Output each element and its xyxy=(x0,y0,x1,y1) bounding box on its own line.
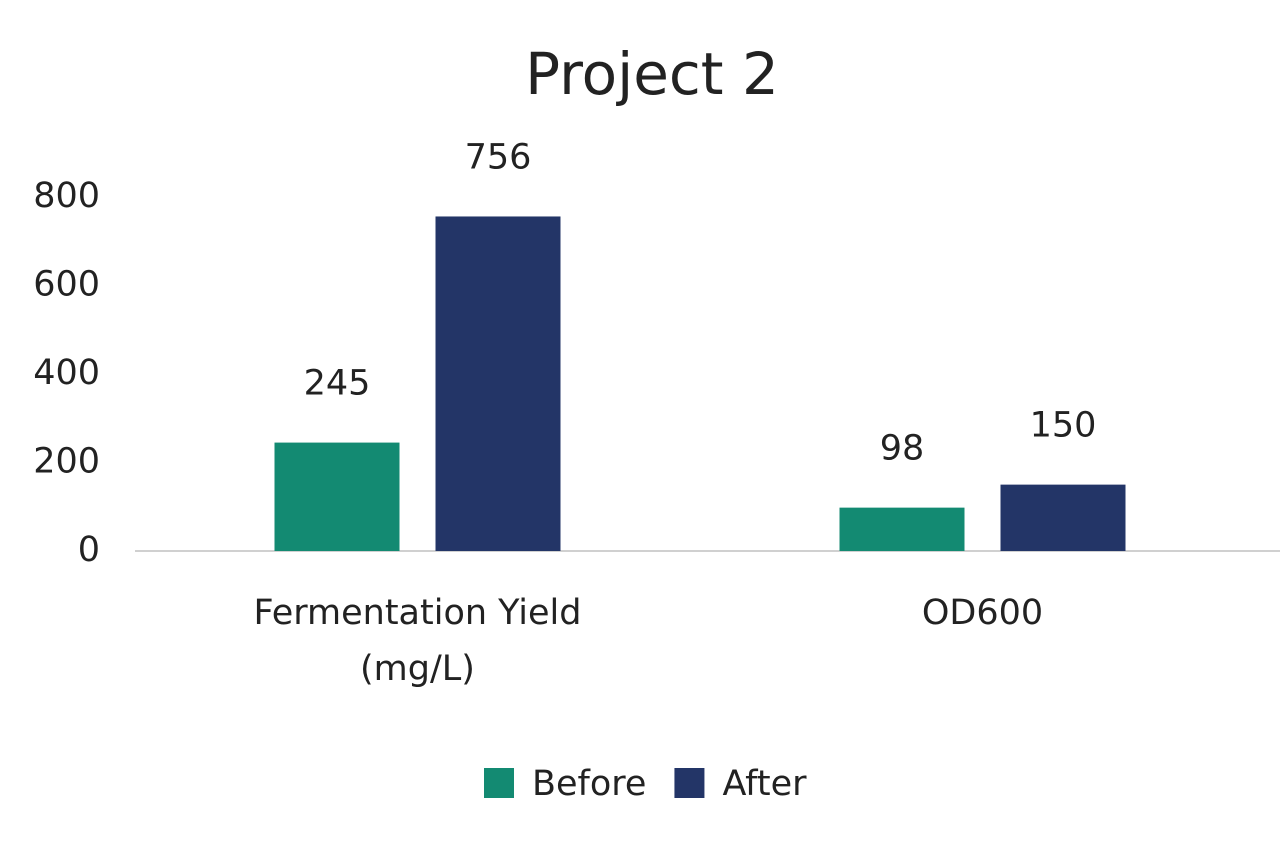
legend-swatch xyxy=(484,768,514,798)
value-label: 245 xyxy=(304,364,371,404)
bar xyxy=(839,507,965,551)
y-tick-label: 400 xyxy=(33,353,100,393)
value-label: 756 xyxy=(465,137,532,177)
y-tick-label: 800 xyxy=(33,176,100,216)
legend-label: Before xyxy=(532,764,646,804)
y-tick-label: 600 xyxy=(33,265,100,305)
bar xyxy=(435,216,561,551)
legend-swatch xyxy=(674,768,705,798)
legend-label: After xyxy=(722,764,807,804)
value-label: 98 xyxy=(880,429,925,469)
x-tick-label: OD600 xyxy=(921,593,1044,633)
bar xyxy=(274,442,400,551)
y-tick-label: 200 xyxy=(33,442,100,482)
y-tick-label: 0 xyxy=(78,530,100,570)
x-tick-label: Fermentation Yield (mg/L) xyxy=(253,593,582,689)
value-label: 150 xyxy=(1030,406,1097,446)
chart-title: Project 2 xyxy=(525,40,779,108)
bar xyxy=(1000,484,1126,551)
